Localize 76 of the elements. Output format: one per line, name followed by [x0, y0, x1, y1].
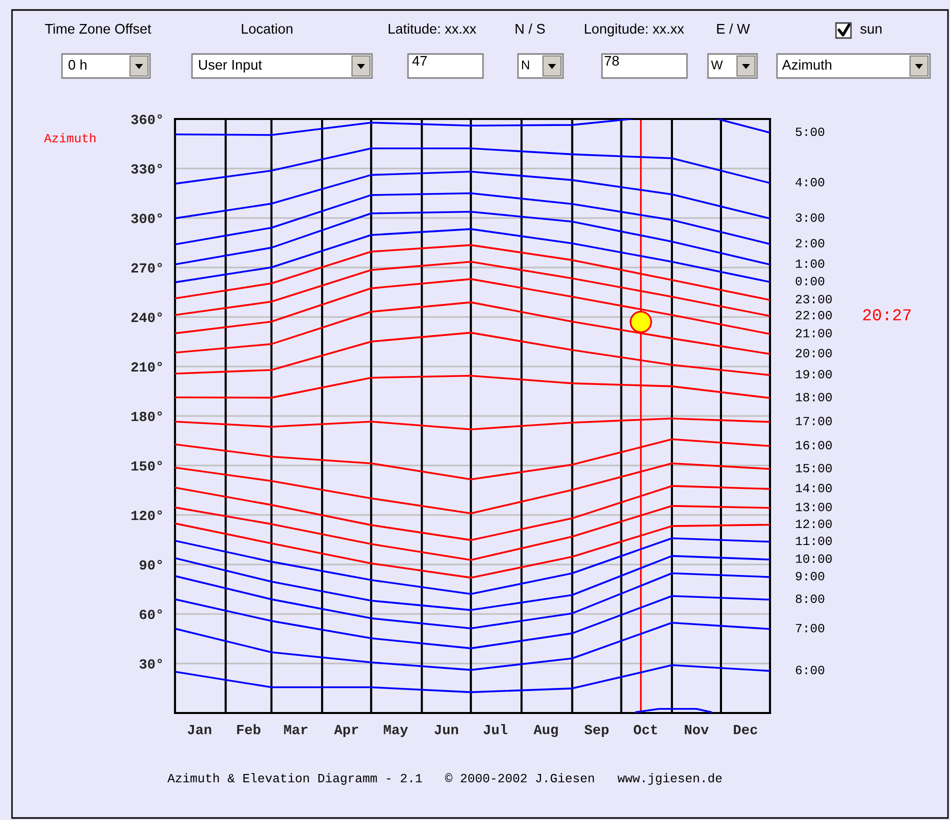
text: 1:00: [796, 259, 824, 268]
text: 5:00: [796, 128, 824, 136]
text: Azimuth: [44, 133, 96, 142]
text: Azimuth & Elevation Diagramm - 2.1 © 2000-2002 J.Giesen www.jgiesen.de: [167, 773, 722, 785]
text: E / W: [717, 24, 750, 34]
text: 21:00: [796, 328, 832, 338]
y-tick-label: 360°: [131, 114, 162, 124]
text: 22:00: [796, 310, 832, 320]
line-series: [175, 537, 770, 595]
x-tick-label: May: [384, 725, 408, 738]
y-tick-label: 300°: [131, 213, 162, 224]
line-series: [175, 572, 770, 630]
y-tick-label: 90°: [140, 560, 162, 570]
text: 20:00: [796, 348, 832, 358]
line-series: [175, 595, 770, 650]
text: 6:00: [796, 666, 824, 674]
y-tick-label: 180°: [131, 411, 162, 422]
text: 4:00: [796, 178, 824, 186]
y-tick-label: 120°: [131, 510, 162, 520]
y-tick-label: 150°: [131, 460, 162, 471]
text: 0 h: [68, 60, 86, 70]
line-series: [175, 622, 770, 671]
x-tick-label: Oct: [634, 724, 657, 734]
text: sun: [860, 26, 882, 34]
line-series: [175, 210, 770, 266]
text: 8:00: [796, 594, 824, 603]
line-series: [175, 147, 770, 185]
text: 12:00: [796, 520, 832, 528]
y-tick-label: 330°: [131, 164, 162, 174]
y-axis-title: Azimuth: [782, 60, 832, 70]
text: 0:00: [796, 276, 824, 286]
y-tick-label: 30°: [140, 658, 162, 669]
text: Latitude: xx.xx: [388, 24, 476, 34]
text: N / S: [516, 24, 545, 34]
text: 47: [412, 56, 427, 66]
text: 16:00: [796, 440, 832, 450]
text: 2:00: [796, 238, 824, 248]
text: 11:00: [796, 536, 832, 546]
text: 78: [604, 56, 619, 66]
line-series: [175, 192, 770, 246]
x-tick-label: Jun: [434, 725, 458, 734]
line-series: [175, 170, 770, 220]
text: 10:00: [796, 554, 832, 563]
x-tick-label: Jul: [484, 724, 508, 734]
text: 23:00: [796, 294, 832, 304]
x-tick-label: Feb: [237, 724, 260, 734]
text: Time Zone Offset: [45, 24, 152, 34]
text: 14:00: [796, 484, 832, 492]
x-tick-label: Sep: [584, 724, 609, 738]
line-series: [175, 555, 770, 611]
text: 7:00: [796, 624, 824, 632]
text: 3:00: [796, 213, 824, 222]
y-tick-label: 270°: [131, 262, 162, 273]
y-tick-label: 240°: [131, 312, 162, 322]
x-tick-label: Jan: [188, 725, 212, 734]
x-tick-label: Mar: [284, 725, 308, 734]
x-tick-label: Aug: [534, 724, 558, 738]
text: 17:00: [796, 416, 832, 426]
text: N: [522, 60, 530, 70]
text: 18:00: [796, 392, 832, 402]
text: Location: [242, 24, 292, 34]
text: 9:00: [796, 572, 824, 580]
text: 20:27: [863, 309, 911, 320]
line-series: [175, 228, 770, 284]
text: 19:00: [796, 370, 832, 378]
x-tick-label: Apr: [334, 725, 358, 738]
text: 13:00: [796, 502, 832, 512]
text: Longitude: xx.xx: [584, 24, 684, 36]
text: 15:00: [796, 464, 832, 472]
text: W: [711, 60, 723, 70]
x-tick-label: Dec: [734, 725, 758, 734]
text: User Input: [199, 60, 262, 72]
line-series: [175, 664, 770, 694]
x-tick-label: Nov: [684, 725, 709, 734]
y-tick-label: 210°: [131, 362, 162, 372]
y-tick-label: 60°: [140, 609, 162, 620]
